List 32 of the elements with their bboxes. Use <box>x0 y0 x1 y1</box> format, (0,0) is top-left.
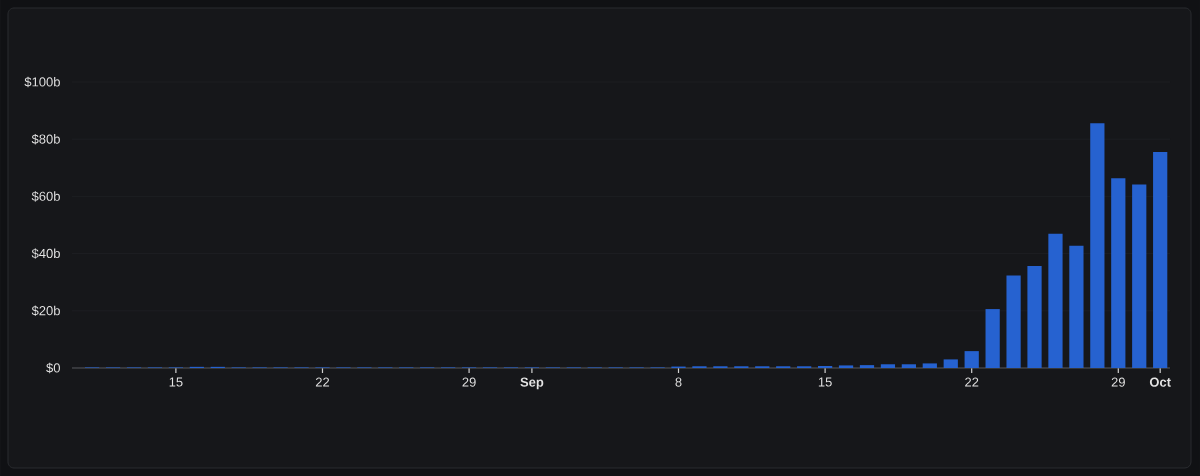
y-tick-label: $60b <box>31 191 60 202</box>
bar <box>1027 265 1042 368</box>
y-tick-label: $100b <box>24 76 60 88</box>
bar <box>901 364 916 368</box>
bar <box>817 365 833 368</box>
x-tick-label: Sep <box>520 377 544 390</box>
x-tick-label: 22 <box>965 377 979 387</box>
y-tick-label: $20b <box>31 305 60 317</box>
x-tick-label: 22 <box>315 377 330 387</box>
bar <box>964 351 979 368</box>
bar <box>1006 275 1021 368</box>
y-tick-label: $40b <box>31 248 60 259</box>
bar <box>838 365 854 368</box>
bar <box>1153 152 1168 368</box>
bar <box>943 359 958 368</box>
x-tick-label: 29 <box>1111 377 1125 387</box>
bar <box>1090 123 1105 368</box>
bar <box>880 364 896 368</box>
bar <box>1132 184 1147 368</box>
x-tick-label: Oct <box>1149 377 1171 387</box>
x-tick-label: 15 <box>818 377 832 387</box>
y-tick-label: $80b <box>31 133 60 145</box>
bar <box>1069 245 1084 368</box>
bar <box>859 365 875 368</box>
x-tick-label: 29 <box>462 377 476 387</box>
y-tick-label: $0 <box>46 362 60 374</box>
bar <box>1048 233 1063 368</box>
bar <box>922 363 937 368</box>
bar <box>1111 178 1126 368</box>
x-tick-label: 8 <box>675 377 682 387</box>
x-tick-label: 15 <box>169 377 183 387</box>
bar <box>985 309 1000 368</box>
